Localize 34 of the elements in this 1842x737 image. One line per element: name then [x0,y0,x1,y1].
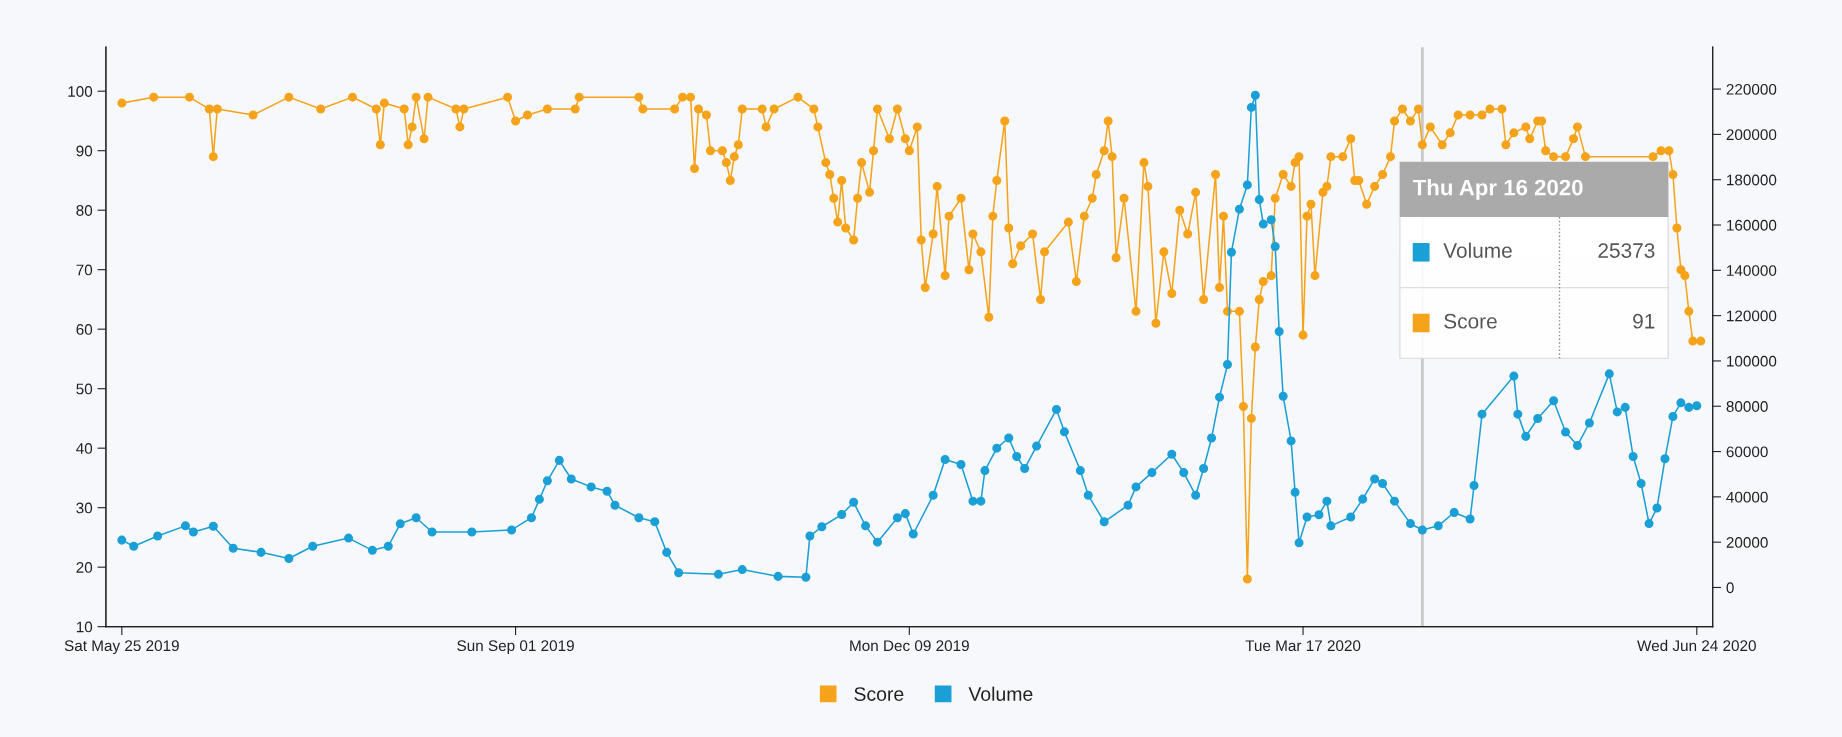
annotation: Volume [1443,242,1512,258]
y-tick-label: 10 [76,621,93,633]
annotation: 25373 [1598,243,1655,258]
x-tick-label: Sun Sep 01 2019 [457,640,574,655]
y2-tick-label: 120000 [1727,310,1777,322]
y2-tick-label: 160000 [1727,219,1777,231]
legend-label: Volume [968,686,1033,701]
y-tick-label: 90 [76,145,93,157]
annotation: 91 [1633,313,1655,329]
y2-tick-label: 200000 [1726,129,1777,141]
annotation: Score [1444,313,1497,329]
y2-tick-label: 0 [1726,582,1734,594]
x-tick-label: Tue Mar 17 2020 [1245,640,1361,652]
y-tick-label: 40 [76,443,93,454]
x-tick-label: Mon Dec 09 2019 [850,640,969,652]
x-tick-label: Sat May 25 2019 [64,640,179,655]
y2-tick-label: 180000 [1727,174,1777,186]
y2-tick-label: 60000 [1726,446,1768,458]
y-tick-label: 100 [68,86,93,97]
y2-tick-label: 20000 [1726,537,1768,548]
y-tick-label: 20 [76,562,93,573]
annotation: Thu Apr 16 2020 [1412,179,1583,200]
y2-tick-label: 140000 [1727,265,1777,276]
y2-tick-label: 40000 [1726,491,1768,503]
y-tick-label: 30 [76,502,93,514]
y2-tick-label: 100000 [1727,355,1777,367]
y-tick-label: 70 [76,264,93,276]
legend-label: Score [854,687,904,701]
y-tick-label: 50 [76,383,93,395]
y2-tick-label: 220000 [1726,83,1777,95]
y2-tick-label: 80000 [1726,401,1768,412]
x-tick-label: Wed Jun 24 2020 [1637,639,1756,652]
y-tick-label: 60 [76,324,93,335]
y-tick-label: 80 [76,205,93,216]
